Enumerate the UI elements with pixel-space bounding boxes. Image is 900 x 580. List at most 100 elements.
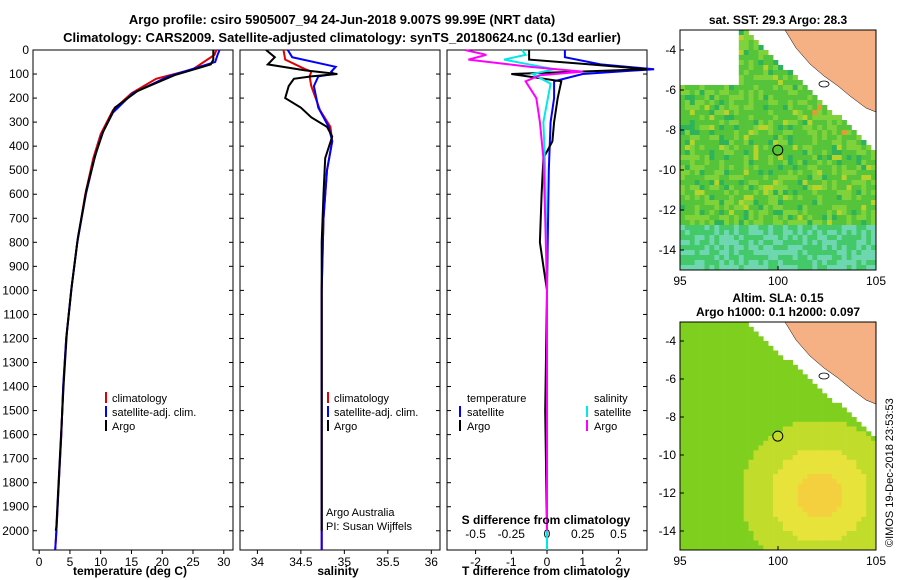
heatmap-cell (856, 502, 862, 508)
heatmap-cell (763, 185, 769, 191)
heatmap-cell (763, 60, 769, 66)
heatmap-cell (704, 326, 710, 332)
heatmap-cell (797, 260, 803, 266)
heatmap-cell (694, 483, 700, 489)
heatmap-cell (812, 531, 818, 536)
heatmap-cell (822, 175, 828, 181)
heatmap-cell (704, 265, 710, 271)
heatmap-cell (841, 431, 847, 437)
heatmap-cell (782, 75, 789, 81)
heatmap-cell (851, 526, 857, 532)
heatmap-cell (778, 200, 784, 206)
heatmap-cell (738, 322, 744, 327)
heatmap-cell (699, 125, 705, 131)
heatmap-cell (856, 240, 862, 246)
heatmap-cell (846, 130, 852, 136)
heatmap-cell (680, 531, 686, 536)
heatmap-cell (773, 502, 779, 508)
heatmap-cell (684, 502, 691, 508)
heatmap-cell (866, 230, 872, 236)
heatmap-cell (768, 60, 774, 66)
heatmap-cell (694, 431, 700, 437)
heatmap-cell (729, 170, 735, 176)
heatmap-cell (812, 165, 818, 171)
heatmap-cell (704, 398, 710, 403)
heatmap-cell (738, 60, 744, 66)
heatmap-cell (782, 455, 789, 460)
heatmap-cell (836, 135, 842, 141)
heatmap-cell (851, 185, 857, 191)
heatmap-cell (822, 474, 828, 479)
heatmap-cell (856, 165, 862, 171)
heatmap-cell (689, 230, 695, 236)
heatmap-cell (729, 260, 735, 266)
heatmap-cell (758, 350, 764, 356)
heatmap-cell (743, 336, 749, 342)
heatmap-cell (787, 545, 793, 551)
heatmap-cell (748, 540, 754, 546)
heatmap-cell (724, 502, 730, 508)
heatmap-cell (684, 436, 691, 441)
heatmap-cell (827, 398, 833, 403)
heatmap-cell (792, 175, 798, 181)
heatmap-cell (729, 474, 735, 479)
heatmap-cell (694, 180, 700, 186)
heatmap-cell (782, 130, 789, 136)
heatmap-cell (743, 431, 749, 437)
heatmap-cell (724, 170, 730, 176)
heatmap-cell (792, 245, 798, 251)
heatmap-cell (866, 436, 872, 441)
heatmap-cell (724, 450, 730, 456)
heatmap-cell (792, 250, 798, 256)
heatmap-cell (709, 507, 715, 513)
heatmap-cell (773, 100, 779, 106)
heatmap-cell (782, 440, 789, 446)
heatmap-cell (827, 535, 833, 541)
heatmap-cell (689, 488, 695, 494)
heatmap-cell (822, 417, 828, 422)
heatmap-cell (768, 526, 774, 532)
heatmap-cell (699, 155, 705, 161)
heatmap-cell (694, 540, 700, 546)
heatmap-cell (861, 170, 867, 176)
heatmap-cell (680, 265, 686, 271)
heatmap-cell (699, 190, 705, 196)
heatmap-cell (733, 436, 740, 441)
heatmap-cell (684, 531, 691, 536)
heatmap-cell (827, 436, 833, 441)
heatmap-cell (743, 125, 749, 131)
heatmap-cell (743, 493, 749, 498)
heatmap-cell (836, 502, 842, 508)
heatmap-cell (856, 140, 862, 146)
heatmap-cell (851, 417, 857, 422)
heatmap-cell (753, 200, 759, 206)
heatmap-cell (719, 398, 725, 403)
heatmap-cell (709, 95, 715, 101)
heatmap-cell (778, 497, 784, 503)
heatmap-cell (680, 345, 686, 351)
heatmap-cell (773, 360, 779, 365)
heatmap-cell (822, 190, 828, 196)
series-line-s-argo (464, 49, 583, 531)
heatmap-cell (689, 255, 695, 261)
heatmap-cell (792, 445, 798, 451)
heatmap-cell (689, 497, 695, 503)
heatmap-cell (792, 205, 798, 211)
heatmap-cell (807, 535, 813, 541)
heatmap-cell (753, 507, 759, 513)
heatmap-cell (689, 205, 695, 211)
heatmap-cell (748, 190, 754, 196)
heatmap-cell (861, 160, 867, 166)
heatmap-cell (704, 531, 710, 536)
heatmap-cell (684, 170, 691, 176)
heatmap-cell (680, 440, 686, 446)
heatmap-cell (684, 125, 691, 131)
heatmap-cell (841, 145, 847, 151)
depth-tick-label: 1000 (2, 283, 29, 297)
heatmap-cell (856, 250, 862, 256)
heatmap-cell (704, 336, 710, 342)
sla-island (818, 372, 830, 380)
heatmap-cell (729, 421, 735, 427)
heatmap-cell (699, 388, 705, 394)
heatmap-cell (812, 205, 818, 211)
